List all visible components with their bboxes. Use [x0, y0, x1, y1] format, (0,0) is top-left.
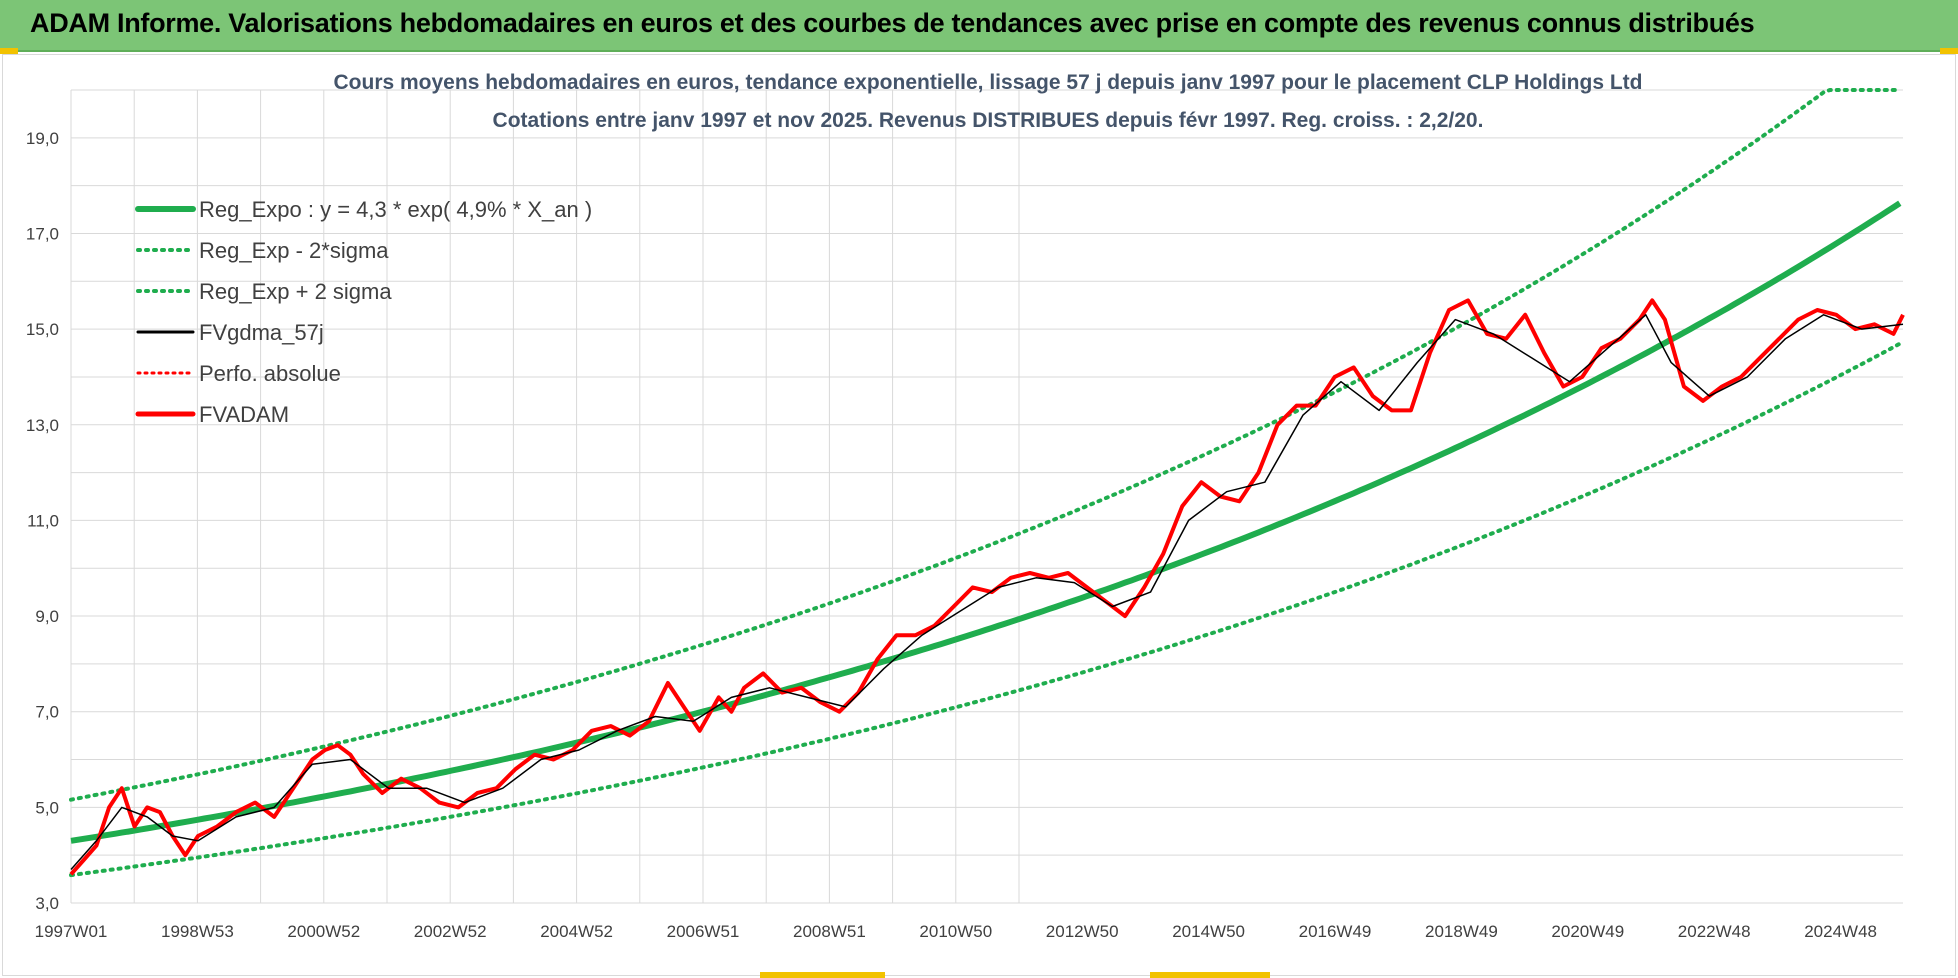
legend-label-reg_expo: Reg_Expo : y = 4,3 * exp( 4,9% * X_an ) [199, 197, 592, 222]
x-tick-label: 1997W01 [35, 922, 108, 941]
series-fvgdma-57j [70, 314, 1904, 870]
page-title: ADAM Informe. Valorisations hebdomadaire… [30, 8, 1755, 38]
x-tick-label: 1998W53 [161, 922, 234, 941]
legend-label-fvadam: FVADAM [199, 402, 289, 427]
y-tick-label: 11,0 [27, 511, 59, 530]
chart-title-line-1: Cours moyens hebdomadaires en euros, ten… [334, 71, 1643, 94]
x-axis-ticks: 1997W01 1998W53 2000W52 2002W52 2004W52 2006W… [35, 922, 1877, 941]
series-reg-exp-minus-2-sigma [69, 341, 1902, 878]
x-tick-label: 2016W49 [1299, 922, 1372, 941]
legend-label-perfo: Perfo. absolue [199, 361, 341, 386]
x-tick-label: 2020W49 [1551, 922, 1624, 941]
x-tick-label: 2004W52 [540, 922, 613, 941]
x-tick-label: 2018W49 [1425, 922, 1498, 941]
chart-svg: Cours moyens hebdomadaires en euros, ten… [26, 71, 1905, 941]
y-tick-label: 15,0 [26, 320, 59, 339]
y-tick-label: 3,0 [35, 894, 59, 913]
series-fvadam [69, 298, 1905, 876]
chart-area: Cours moyens hebdomadaires en euros, ten… [2, 54, 1956, 976]
chart-title-line-2: Cotations entre janv 1997 et nov 2025. R… [493, 109, 1484, 132]
x-tick-label: 2024W48 [1804, 922, 1877, 941]
corner-mark-left [0, 48, 18, 54]
y-tick-label: 19,0 [26, 129, 59, 148]
y-tick-label: 17,0 [26, 224, 59, 243]
bottom-mark-1 [760, 972, 885, 978]
x-tick-label: 2000W52 [287, 922, 360, 941]
x-tick-label: 2006W51 [667, 922, 740, 941]
legend-label-sigma_plus: Reg_Exp + 2 sigma [199, 279, 392, 304]
series-reg-exp-plus-2-sigma [69, 88, 1902, 802]
plot-series [69, 88, 1905, 878]
header-banner: ADAM Informe. Valorisations hebdomadaire… [0, 0, 1958, 52]
corner-mark-right [1940, 48, 1958, 54]
x-tick-label: 2012W50 [1046, 922, 1119, 941]
x-tick-label: 2014W50 [1172, 922, 1245, 941]
y-tick-label: 13,0 [26, 416, 59, 435]
y-tick-label: 5,0 [35, 798, 59, 817]
x-tick-label: 2010W50 [919, 922, 992, 941]
bottom-mark-2 [1150, 972, 1270, 978]
legend: Reg_Expo : y = 4,3 * exp( 4,9% * X_an ) R… [135, 197, 592, 427]
x-tick-label: 2022W48 [1678, 922, 1751, 941]
legend-label-fvgdma: FVgdma_57j [199, 320, 324, 345]
legend-label-sigma_minus: Reg_Exp - 2*sigma [199, 238, 389, 263]
x-tick-label: 2002W52 [414, 922, 487, 941]
y-tick-label: 7,0 [35, 703, 59, 722]
x-tick-label: 2008W51 [793, 922, 866, 941]
y-tick-label: 9,0 [35, 607, 59, 626]
y-axis-ticks: 3,0 5,0 7,0 9,0 11,0 13,0 15,0 17,0 19,0 [26, 129, 59, 913]
